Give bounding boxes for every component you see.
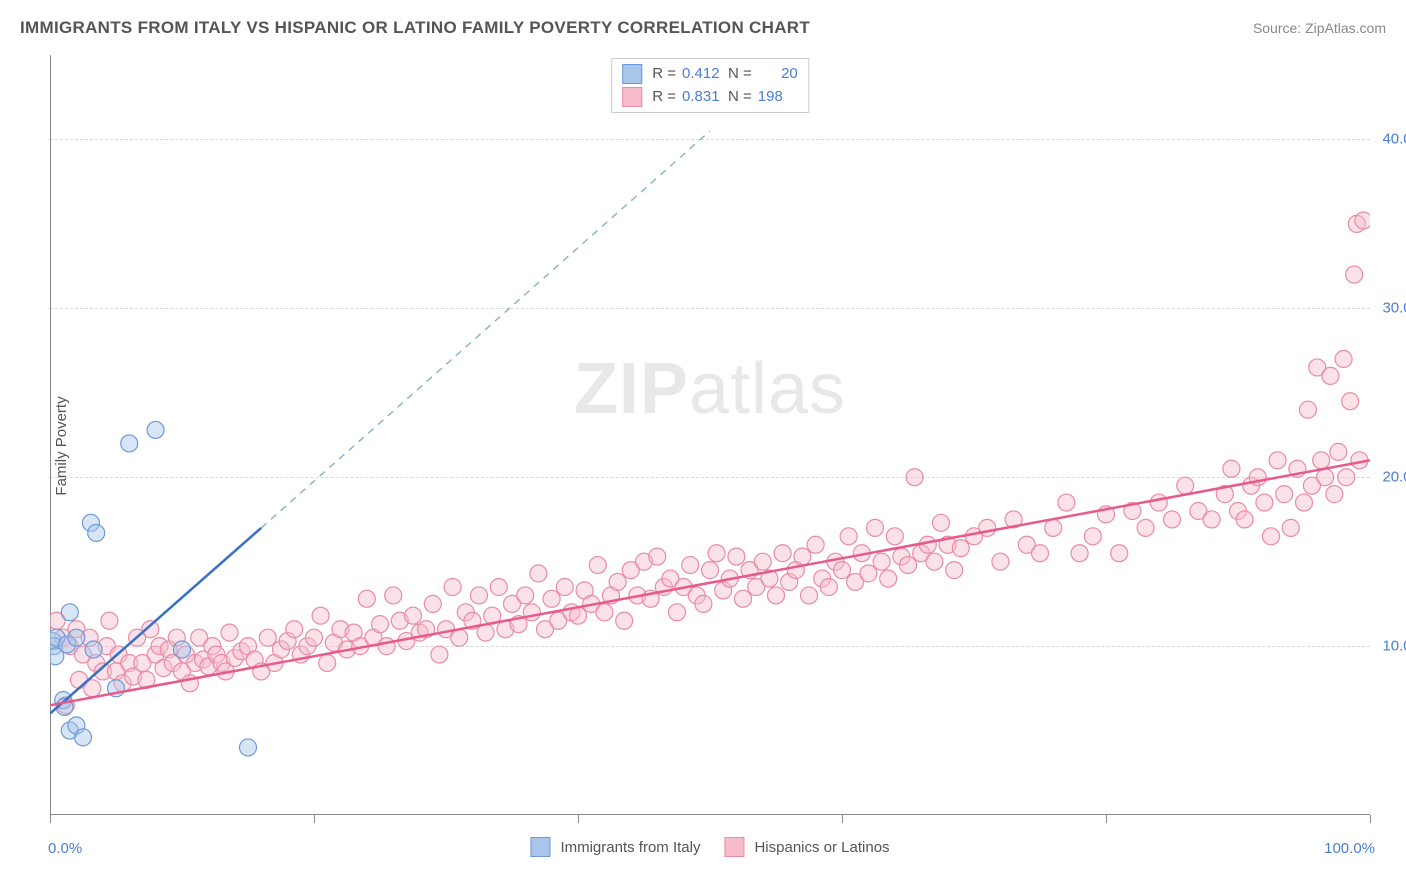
- y-tick-label: 40.0%: [1382, 131, 1406, 148]
- x-tick: [578, 815, 579, 823]
- x-tick: [50, 815, 51, 823]
- x-tick-label-max: 100.0%: [1324, 840, 1375, 857]
- swatch-pink-icon: [622, 87, 642, 107]
- x-tick: [314, 815, 315, 823]
- x-tick: [1106, 815, 1107, 823]
- y-tick-label: 10.0%: [1382, 638, 1406, 655]
- r-label: R =: [652, 63, 676, 86]
- series-legend: Immigrants from Italy Hispanics or Latin…: [530, 837, 889, 857]
- r-value-pink: 0.831: [682, 86, 722, 109]
- r-value-blue: 0.412: [682, 63, 722, 86]
- y-tick-label: 30.0%: [1382, 300, 1406, 317]
- legend-row-pink: R = 0.831 N = 198: [622, 86, 798, 109]
- x-tick: [1370, 815, 1371, 823]
- swatch-blue-icon: [622, 64, 642, 84]
- r-label: R =: [652, 86, 676, 109]
- n-value-blue: 20: [758, 63, 798, 86]
- y-tick-label: 20.0%: [1382, 469, 1406, 486]
- legend-label-pink: Hispanics or Latinos: [754, 839, 889, 856]
- chart-title: IMMIGRANTS FROM ITALY VS HISPANIC OR LAT…: [20, 18, 810, 38]
- n-value-pink: 198: [758, 86, 798, 109]
- legend-label-blue: Immigrants from Italy: [560, 839, 700, 856]
- swatch-blue-icon: [530, 837, 550, 857]
- legend-item-blue: Immigrants from Italy: [530, 837, 700, 857]
- n-label: N =: [728, 63, 752, 86]
- legend-item-pink: Hispanics or Latinos: [724, 837, 889, 857]
- legend-row-blue: R = 0.412 N = 20: [622, 63, 798, 86]
- correlation-legend: R = 0.412 N = 20 R = 0.831 N = 198: [611, 58, 809, 113]
- chart-header: IMMIGRANTS FROM ITALY VS HISPANIC OR LAT…: [20, 18, 1386, 38]
- chart-plot-area: ZIPatlas 10.0%20.0%30.0%40.0% 0.0% 100.0…: [50, 55, 1370, 815]
- chart-source: Source: ZipAtlas.com: [1253, 20, 1386, 36]
- scatter-svg: [50, 55, 1370, 815]
- n-label: N =: [728, 86, 752, 109]
- x-tick: [842, 815, 843, 823]
- swatch-pink-icon: [724, 837, 744, 857]
- x-tick-label-min: 0.0%: [48, 840, 82, 857]
